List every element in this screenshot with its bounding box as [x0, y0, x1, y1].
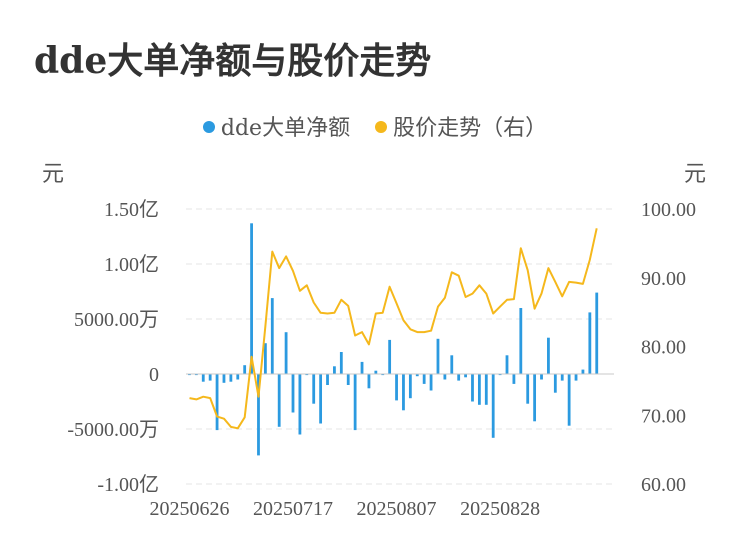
dde-bar: [319, 374, 323, 424]
dde-bar: [243, 365, 247, 374]
dde-bar: [367, 374, 371, 389]
dde-bar: [194, 374, 198, 376]
right-axis-tick-label: 90.00: [641, 268, 686, 290]
dde-bar: [381, 374, 385, 376]
dde-bar: [588, 312, 592, 374]
dde-bar: [422, 374, 426, 384]
legend-dot-price: [375, 121, 388, 133]
dde-bar: [270, 298, 274, 374]
dde-bar: [512, 374, 516, 384]
dde-bar: [560, 374, 564, 381]
left-axis-tick-label: 1.00亿: [104, 253, 159, 276]
price-line: [189, 228, 598, 430]
dde-bar: [547, 337, 550, 374]
dde-bar: [374, 370, 378, 374]
legend-label-price: 股价走势（右）: [393, 116, 548, 141]
left-axis-tick-label: 5000.00万: [74, 309, 159, 331]
dde-bar: [484, 374, 488, 405]
dde-bar: [471, 374, 474, 402]
dde-bar: [574, 374, 578, 381]
dde-bar: [402, 374, 405, 411]
right-axis-tick-label: 60.00: [641, 474, 686, 496]
dde-bar: [298, 374, 302, 435]
dde-bar: [339, 352, 343, 374]
dde-bar: [257, 374, 260, 456]
dde-bar: [395, 374, 398, 401]
dde-bar: [477, 374, 481, 405]
dde-bar: [188, 374, 191, 376]
dde-bar: [229, 374, 233, 382]
dde-bar: [415, 374, 419, 377]
left-axis-tick-label: 1.50亿: [104, 198, 159, 221]
legend-item-dde[interactable]: dde大单净额: [202, 110, 351, 142]
dde-bar: [533, 374, 537, 422]
x-axis-tick-label: 20250626: [149, 498, 229, 520]
left-axis-tick-label: 0: [149, 364, 159, 386]
dde-bar: [553, 374, 557, 393]
legend-item-price[interactable]: 股价走势（右）: [375, 110, 547, 142]
legend-dot-dde: [202, 121, 215, 133]
dde-bar: [567, 374, 571, 426]
dde-bar: [284, 332, 288, 374]
legend-label-dde: dde大单净额: [220, 116, 351, 141]
dde-bar: [388, 339, 392, 374]
right-axis-tick-label: 70.00: [641, 405, 686, 427]
chart-title: dde大单净额与股价走势: [34, 40, 432, 82]
dde-bar: [201, 374, 205, 382]
dde-bar: [595, 292, 599, 374]
dde-bar: [429, 374, 433, 391]
dde-bar: [540, 374, 543, 380]
dde-bar: [277, 374, 281, 427]
x-axis-tick-label: 20250807: [357, 498, 437, 520]
right-axis-unit: 元: [684, 162, 707, 187]
dde-bar: [457, 374, 461, 381]
dde-bar: [326, 374, 329, 385]
right-axis-tick-label: 100.00: [641, 199, 696, 221]
dde-bar: [291, 374, 295, 413]
x-axis-tick-label: 20250717: [253, 498, 333, 520]
dde-bar: [408, 374, 412, 399]
legend: dde大单净额 股价走势（右）: [0, 110, 750, 142]
dde-bar: [263, 343, 267, 374]
dde-bar: [250, 223, 253, 374]
dde-bar: [491, 374, 495, 438]
dde-bar: [305, 374, 309, 376]
dde-bar: [346, 374, 350, 385]
dde-bar: [215, 374, 219, 431]
dde-bar: [464, 374, 467, 378]
dde-bar: [333, 366, 336, 374]
dde-bar: [222, 374, 226, 383]
dde-bar: [208, 374, 212, 381]
dde-bar: [236, 374, 240, 380]
left-axis-tick-label: -5000.00万: [67, 419, 159, 441]
dde-bar: [581, 369, 585, 374]
dde-bar: [360, 361, 364, 374]
x-axis-tick-label: 20250828: [460, 498, 540, 520]
dde-bar: [526, 374, 530, 404]
dde-bar: [312, 374, 316, 404]
right-axis-tick-label: 80.00: [641, 337, 686, 359]
dde-bar: [505, 355, 509, 374]
dde-bar: [498, 374, 502, 376]
dde-bar: [436, 338, 440, 374]
left-axis-tick-label: -1.00亿: [97, 473, 159, 496]
dde-bar: [450, 355, 454, 374]
dde-bar: [519, 308, 523, 374]
dde-bar: [353, 374, 357, 431]
dde-bar: [443, 374, 447, 380]
left-axis-unit: 元: [42, 162, 65, 187]
